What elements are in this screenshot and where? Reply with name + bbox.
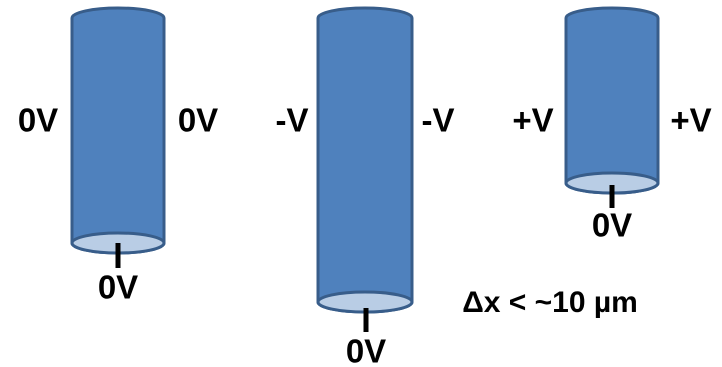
diagram: 0V 0V 0V -V -V 0V +V +V 0V Δx < ~10 µm	[0, 0, 722, 367]
left-label: -V	[276, 102, 309, 139]
bottom-label: 0V	[98, 269, 138, 306]
left-label: 0V	[18, 102, 58, 139]
right-label: +V	[670, 102, 711, 139]
cylinder	[318, 8, 412, 332]
right-label: -V	[422, 102, 455, 139]
cylinder	[566, 8, 658, 208]
left-label: +V	[512, 102, 553, 139]
note: Δx < ~10 µm	[462, 286, 638, 319]
bottom-label: 0V	[346, 333, 386, 367]
bottom-label: 0V	[592, 207, 632, 244]
cylinder	[72, 8, 164, 268]
right-label: 0V	[178, 102, 218, 139]
